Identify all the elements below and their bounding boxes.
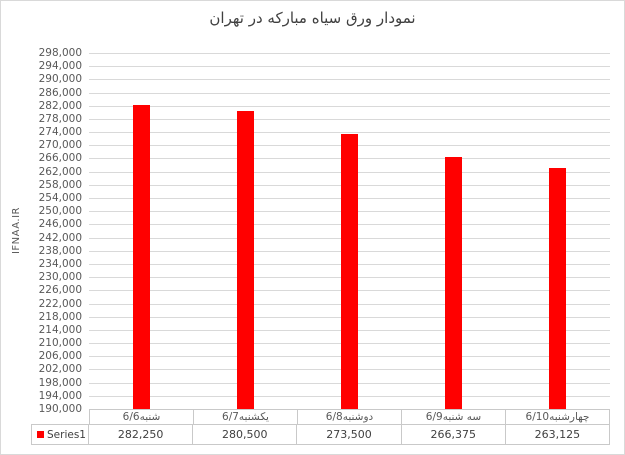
x-axis-category-row: شنبه6/6 یکشنبه6/7 دوشنبه6/8 سه شنبه6/9 چهارش…	[89, 409, 610, 424]
y-tick-label: 222,000	[38, 297, 82, 310]
bar-سه شنبه6/9[interactable]	[445, 157, 463, 409]
y-tick-label: 282,000	[38, 99, 82, 112]
y-tick-label: 290,000	[38, 73, 82, 86]
bar-شنبه6/6[interactable]	[132, 104, 150, 409]
y-tick-label: 298,000	[38, 47, 82, 59]
series-name: Series1	[47, 428, 86, 441]
data-table-value: 282,250	[89, 425, 194, 444]
y-tick-label: 198,000	[38, 376, 82, 389]
y-tick-label: 210,000	[38, 337, 82, 350]
gridline	[89, 118, 610, 120]
y-tick-label: 270,000	[38, 139, 82, 152]
x-category-label: دوشنبه6/8	[298, 410, 402, 424]
y-tick-label: 218,000	[38, 310, 82, 323]
legend-cell: Series1	[32, 425, 89, 444]
y-tick-label: 242,000	[38, 231, 82, 244]
y-tick-label: 238,000	[38, 244, 82, 257]
y-tick-label: 278,000	[38, 112, 82, 125]
data-table-value: 280,500	[193, 425, 298, 444]
x-category-label: شنبه6/6	[90, 410, 194, 424]
y-axis-tick-labels: 298,000 294,000 290,000 286,000 282,000 278,0…	[1, 47, 85, 415]
gridline	[89, 92, 610, 94]
y-tick-label: 230,000	[38, 271, 82, 284]
y-tick-label: 250,000	[38, 205, 82, 218]
plot-area	[89, 53, 610, 409]
y-tick-label: 274,000	[38, 126, 82, 139]
data-table-row: Series1 282,250 280,500 273,500 266,375 263,…	[31, 424, 610, 445]
data-table-value: 266,375	[402, 425, 506, 444]
y-tick-label: 258,000	[38, 178, 82, 191]
chart-title: نمودار ورق سیاه مبارکه در تهران	[209, 9, 416, 27]
x-category-label: سه شنبه6/9	[402, 410, 506, 424]
bar-یکشنبه6/7[interactable]	[236, 110, 254, 409]
y-tick-label: 286,000	[38, 86, 82, 99]
gridline	[89, 66, 610, 68]
data-table-value: 273,500	[297, 425, 402, 444]
y-tick-label: 206,000	[38, 350, 82, 363]
x-category-label: چهارشنبه6/10	[525, 411, 590, 423]
y-tick-label: 262,000	[38, 165, 82, 178]
y-tick-label: 190,000	[38, 403, 82, 415]
bar-چهارشنبه6/10[interactable]	[549, 167, 567, 409]
gridline	[89, 132, 610, 134]
y-tick-label: 294,000	[38, 60, 82, 73]
x-category-label: یکشنبه6/7	[194, 410, 298, 424]
gridline	[89, 53, 610, 54]
y-tick-label: 254,000	[38, 192, 82, 205]
series-color-swatch	[37, 431, 44, 438]
y-tick-label: 246,000	[38, 218, 82, 231]
bar-دوشنبه6/8[interactable]	[341, 133, 358, 409]
gridline	[89, 105, 610, 107]
data-table-value: 263,125	[534, 428, 581, 441]
y-tick-label: 226,000	[38, 284, 82, 297]
gridline	[89, 79, 610, 81]
y-tick-label: 194,000	[38, 389, 82, 402]
y-tick-label: 234,000	[38, 257, 82, 270]
y-tick-label: 266,000	[38, 152, 82, 165]
y-tick-label: 214,000	[38, 323, 82, 336]
y-tick-label: 202,000	[38, 363, 82, 376]
